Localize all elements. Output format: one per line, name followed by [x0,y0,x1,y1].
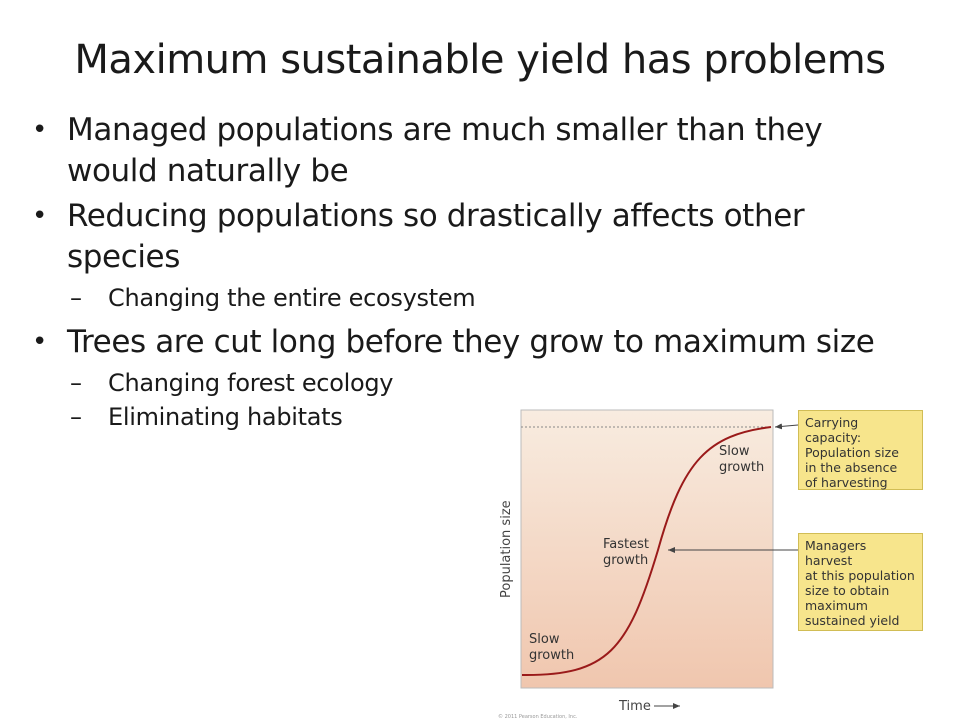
callout-managers-harvest: Managers harvest at this population size… [798,533,923,631]
plot-area [520,409,774,689]
label-slow-growth-bottom: Slow growth [529,632,574,663]
copyright-credit: © 2011 Pearson Education, Inc. [498,713,578,720]
sub-bullet-text: Changing forest ecology [108,369,394,397]
callout-line: Managers harvest [805,538,867,568]
bullet-line: Managed populations are much smaller tha… [67,112,823,148]
bullet-reducing-populations: Reducing populations so drastically affe… [30,196,950,278]
callout-line: size to obtain [805,583,890,598]
sub-bullet-text: Eliminating habitats [108,403,343,431]
callout-line: maximum [805,598,868,613]
dash-marker: – [70,369,82,397]
callout-carrying-capacity: Carrying capacity: Population size in th… [798,410,923,490]
callout-line: Population size [805,445,899,460]
bullet-line: Reducing populations so drastically affe… [67,198,805,234]
dash-marker: – [70,284,82,312]
sub-bullet-forest: – Changing forest ecology [30,367,950,399]
callout-line: of harvesting [805,475,888,490]
callout-line: in the absence [805,460,898,475]
bullet-managed-populations: Managed populations are much smaller tha… [30,110,950,192]
dash-marker: – [70,403,82,431]
sub-bullet-habitats: – Eliminating habitats [30,401,950,433]
carrying-capacity-arrow [774,423,799,430]
slide-title: Maximum sustainable yield has problems [74,37,886,83]
callout-line: sustained yield [805,613,900,628]
callout-line: at this population [805,568,915,583]
callout-line: Carrying capacity: [805,415,862,445]
label-fastest-growth: Fastest growth [603,537,653,568]
bullet-trees-cut: Trees are cut long before they grow to m… [30,322,950,363]
bullet-list: Managed populations are much smaller tha… [30,110,950,441]
growth-curve-chart: Population size Time Slow growth Fastest… [498,409,799,720]
x-axis-label: Time [618,699,651,714]
bullet-line: species [67,239,180,275]
growth-curve [521,426,772,677]
bullet-line: would naturally be [67,153,349,189]
y-axis-label: Population size [499,500,514,598]
bullet-line: Trees are cut long before they grow to m… [67,324,875,360]
sub-bullet-ecosystem: – Changing the entire ecosystem [30,282,950,314]
label-slow-growth-top: Slow growth [719,444,764,475]
sub-bullet-text: Changing the entire ecosystem [108,284,476,312]
logistic-growth-figure: Population size Time Slow growth Fastest… [488,400,948,720]
